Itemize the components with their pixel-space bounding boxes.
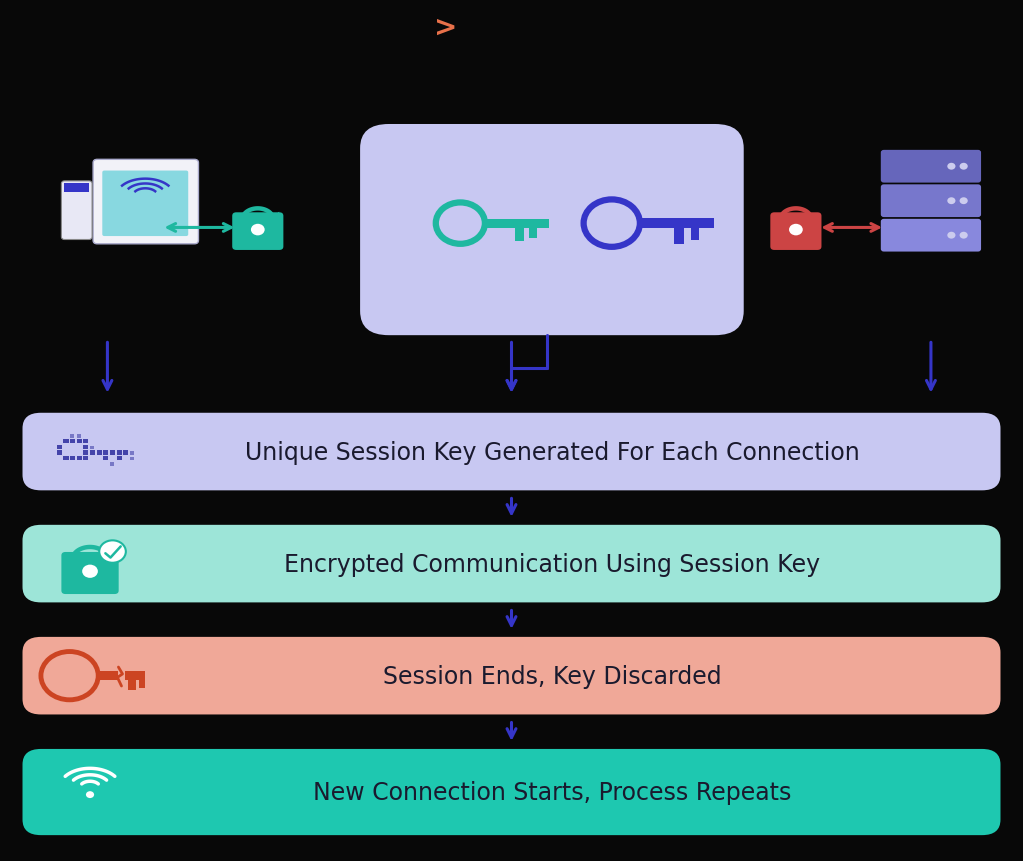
- Bar: [83, 456, 88, 461]
- Bar: [77, 456, 82, 461]
- Bar: [130, 457, 134, 461]
- Text: Encrypted Communication Using Session Key: Encrypted Communication Using Session Ke…: [284, 552, 820, 576]
- FancyBboxPatch shape: [23, 413, 1000, 491]
- Bar: [529, 228, 537, 238]
- Bar: [117, 456, 122, 461]
- Circle shape: [56, 665, 83, 687]
- Circle shape: [947, 198, 955, 205]
- Circle shape: [960, 232, 968, 239]
- Text: New Connection Starts, Process Repeats: New Connection Starts, Process Repeats: [313, 780, 792, 804]
- Bar: [77, 439, 82, 444]
- Circle shape: [789, 225, 803, 236]
- Circle shape: [99, 541, 126, 563]
- FancyBboxPatch shape: [232, 213, 283, 251]
- Bar: [77, 435, 81, 438]
- Bar: [125, 672, 145, 680]
- Bar: [128, 680, 136, 691]
- Bar: [83, 445, 88, 449]
- FancyBboxPatch shape: [93, 160, 198, 245]
- Bar: [110, 451, 115, 455]
- FancyBboxPatch shape: [61, 552, 119, 594]
- Circle shape: [86, 791, 94, 798]
- Bar: [83, 451, 88, 455]
- FancyBboxPatch shape: [23, 637, 1000, 715]
- Bar: [70, 435, 74, 438]
- Circle shape: [960, 198, 968, 205]
- Bar: [90, 446, 94, 449]
- FancyBboxPatch shape: [770, 213, 821, 251]
- FancyBboxPatch shape: [102, 171, 188, 237]
- FancyBboxPatch shape: [61, 182, 92, 240]
- Bar: [483, 220, 549, 228]
- Bar: [63, 456, 69, 461]
- Bar: [56, 445, 61, 449]
- Bar: [96, 672, 119, 680]
- Bar: [123, 451, 128, 455]
- FancyBboxPatch shape: [360, 125, 744, 336]
- Text: Session Ends, Key Discarded: Session Ends, Key Discarded: [383, 664, 722, 688]
- Text: Unique Session Key Generated For Each Connection: Unique Session Key Generated For Each Co…: [246, 440, 859, 464]
- Bar: [103, 456, 108, 461]
- FancyBboxPatch shape: [23, 525, 1000, 603]
- Bar: [515, 228, 524, 242]
- Circle shape: [251, 225, 265, 236]
- Circle shape: [947, 164, 955, 170]
- Circle shape: [947, 232, 955, 239]
- Circle shape: [82, 565, 98, 579]
- Bar: [110, 463, 115, 467]
- FancyBboxPatch shape: [881, 220, 981, 252]
- FancyBboxPatch shape: [881, 185, 981, 218]
- Bar: [130, 451, 134, 455]
- Bar: [103, 451, 108, 455]
- Bar: [691, 229, 700, 240]
- Bar: [139, 680, 145, 688]
- Text: ✓: ✓: [272, 209, 280, 220]
- Bar: [56, 451, 61, 455]
- Bar: [64, 184, 89, 193]
- Bar: [90, 451, 95, 455]
- Bar: [96, 451, 102, 455]
- Bar: [117, 451, 122, 455]
- Text: >: >: [435, 14, 457, 41]
- Bar: [70, 439, 76, 444]
- Bar: [70, 456, 76, 461]
- Bar: [83, 439, 88, 444]
- Bar: [637, 219, 714, 229]
- Circle shape: [960, 164, 968, 170]
- FancyBboxPatch shape: [881, 151, 981, 183]
- FancyBboxPatch shape: [23, 749, 1000, 835]
- Bar: [674, 229, 684, 245]
- Bar: [63, 439, 69, 444]
